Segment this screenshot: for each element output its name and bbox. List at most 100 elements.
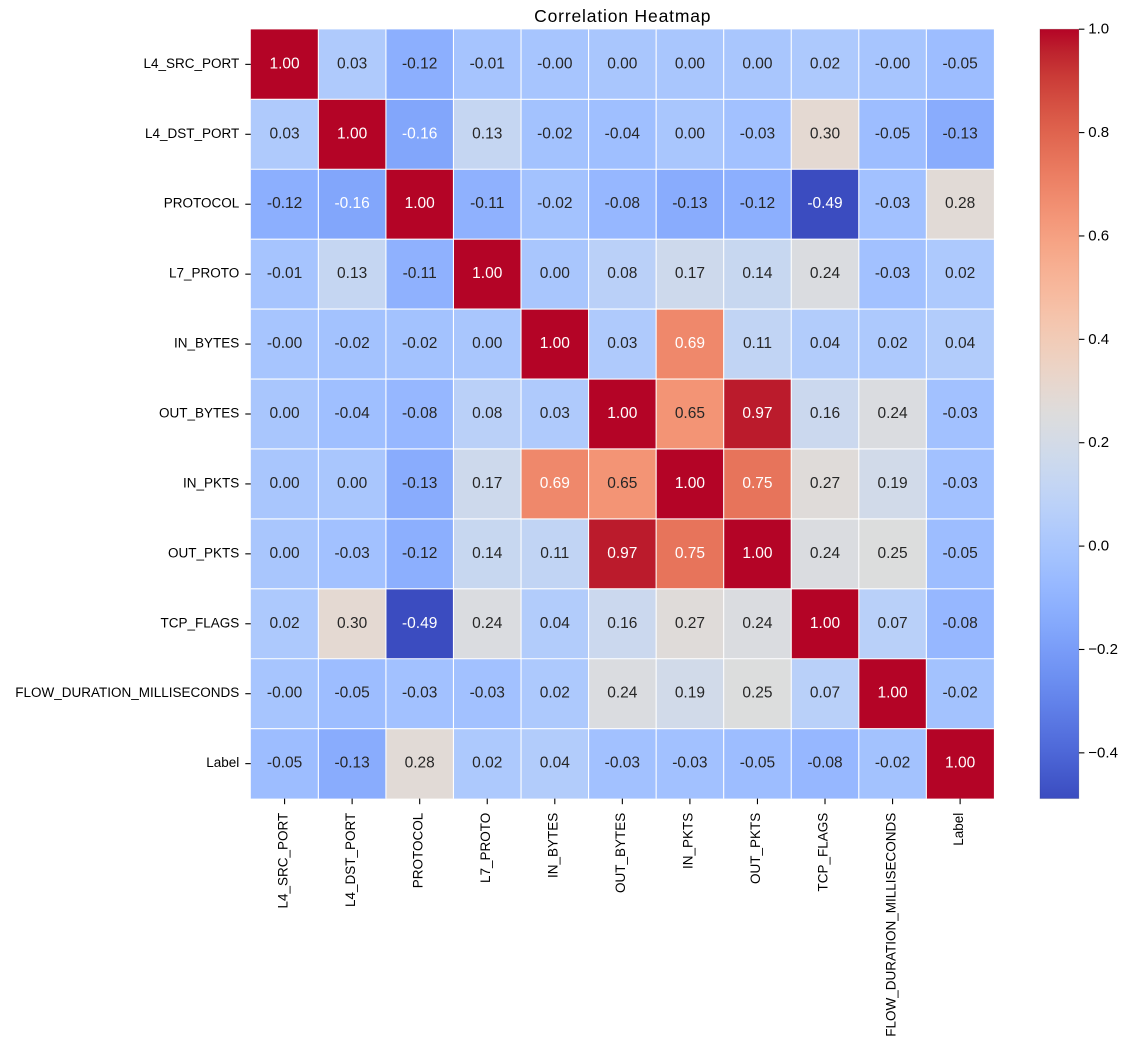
svg-text:-0.16: -0.16 bbox=[402, 125, 437, 142]
svg-text:0.75: 0.75 bbox=[675, 545, 705, 562]
svg-text:0.97: 0.97 bbox=[742, 405, 772, 422]
svg-text:1.00: 1.00 bbox=[540, 335, 571, 352]
svg-text:−0.4: −0.4 bbox=[1088, 744, 1118, 761]
svg-text:0.02: 0.02 bbox=[472, 755, 502, 772]
svg-text:-0.12: -0.12 bbox=[402, 545, 437, 562]
svg-text:0.03: 0.03 bbox=[269, 125, 299, 142]
svg-text:-0.49: -0.49 bbox=[402, 615, 437, 632]
svg-text:0.17: 0.17 bbox=[472, 475, 502, 492]
svg-text:-0.12: -0.12 bbox=[740, 195, 775, 212]
svg-text:-0.11: -0.11 bbox=[403, 265, 437, 282]
svg-text:0.04: 0.04 bbox=[810, 335, 841, 352]
svg-text:0.30: 0.30 bbox=[337, 615, 368, 632]
svg-text:0.0: 0.0 bbox=[1088, 538, 1109, 555]
svg-text:L7_PROTO: L7_PROTO bbox=[169, 266, 239, 281]
svg-text:1.00: 1.00 bbox=[607, 405, 638, 422]
svg-text:-0.01: -0.01 bbox=[267, 265, 302, 282]
svg-text:0.00: 0.00 bbox=[337, 475, 368, 492]
svg-text:-0.03: -0.03 bbox=[470, 685, 505, 702]
svg-text:-0.03: -0.03 bbox=[605, 755, 640, 772]
svg-text:0.25: 0.25 bbox=[742, 685, 772, 702]
svg-text:-0.16: -0.16 bbox=[334, 195, 369, 212]
svg-text:-0.03: -0.03 bbox=[672, 755, 707, 772]
svg-text:-0.49: -0.49 bbox=[807, 195, 842, 212]
svg-text:-0.03: -0.03 bbox=[402, 685, 437, 702]
svg-text:L4_DST_PORT: L4_DST_PORT bbox=[145, 126, 239, 141]
svg-text:-0.13: -0.13 bbox=[672, 195, 707, 212]
svg-text:PROTOCOL: PROTOCOL bbox=[164, 196, 240, 211]
svg-text:0.14: 0.14 bbox=[742, 265, 773, 282]
svg-text:IN_BYTES: IN_BYTES bbox=[546, 813, 561, 878]
svg-text:L4_DST_PORT: L4_DST_PORT bbox=[343, 813, 358, 907]
svg-text:-0.02: -0.02 bbox=[537, 125, 572, 142]
svg-text:0.97: 0.97 bbox=[607, 545, 637, 562]
svg-text:0.00: 0.00 bbox=[269, 545, 300, 562]
svg-text:0.02: 0.02 bbox=[269, 615, 299, 632]
svg-text:0.02: 0.02 bbox=[810, 55, 840, 72]
svg-text:0.04: 0.04 bbox=[540, 755, 571, 772]
svg-text:L4_SRC_PORT: L4_SRC_PORT bbox=[144, 56, 240, 71]
svg-text:TCP_FLAGS: TCP_FLAGS bbox=[161, 615, 240, 630]
svg-text:-0.05: -0.05 bbox=[267, 755, 302, 772]
svg-text:0.00: 0.00 bbox=[269, 475, 300, 492]
svg-text:0.27: 0.27 bbox=[810, 475, 840, 492]
svg-text:-0.05: -0.05 bbox=[942, 545, 977, 562]
svg-text:IN_PKTS: IN_PKTS bbox=[183, 475, 239, 490]
svg-text:0.65: 0.65 bbox=[675, 405, 705, 422]
svg-text:0.24: 0.24 bbox=[742, 615, 773, 632]
svg-text:0.07: 0.07 bbox=[810, 685, 840, 702]
svg-text:-0.12: -0.12 bbox=[402, 55, 437, 72]
svg-text:-0.03: -0.03 bbox=[334, 545, 369, 562]
svg-text:0.30: 0.30 bbox=[810, 125, 841, 142]
svg-text:0.6: 0.6 bbox=[1088, 227, 1109, 244]
svg-text:1.0: 1.0 bbox=[1088, 21, 1109, 38]
svg-text:0.69: 0.69 bbox=[540, 475, 570, 492]
svg-text:0.00: 0.00 bbox=[269, 405, 300, 422]
svg-text:-0.11: -0.11 bbox=[470, 195, 504, 212]
svg-text:0.16: 0.16 bbox=[607, 615, 637, 632]
svg-text:-0.08: -0.08 bbox=[807, 755, 842, 772]
svg-text:0.00: 0.00 bbox=[675, 55, 706, 72]
svg-text:1.00: 1.00 bbox=[945, 755, 976, 772]
svg-text:Correlation Heatmap: Correlation Heatmap bbox=[534, 6, 711, 26]
svg-text:0.2: 0.2 bbox=[1088, 434, 1109, 451]
svg-text:0.02: 0.02 bbox=[945, 265, 975, 282]
svg-text:-0.04: -0.04 bbox=[334, 405, 370, 422]
svg-text:-0.02: -0.02 bbox=[537, 195, 572, 212]
svg-text:L7_PROTO: L7_PROTO bbox=[478, 813, 493, 883]
svg-text:-0.01: -0.01 bbox=[470, 55, 505, 72]
svg-text:0.02: 0.02 bbox=[877, 335, 907, 352]
svg-text:PROTOCOL: PROTOCOL bbox=[410, 812, 425, 888]
svg-text:0.14: 0.14 bbox=[472, 545, 503, 562]
svg-text:0.65: 0.65 bbox=[607, 475, 637, 492]
svg-text:-0.03: -0.03 bbox=[875, 265, 910, 282]
svg-text:Label: Label bbox=[951, 813, 966, 846]
svg-text:1.00: 1.00 bbox=[472, 265, 503, 282]
svg-text:0.24: 0.24 bbox=[472, 615, 503, 632]
svg-text:1.00: 1.00 bbox=[742, 545, 773, 562]
svg-text:-0.00: -0.00 bbox=[267, 335, 303, 352]
svg-text:1.00: 1.00 bbox=[675, 475, 706, 492]
svg-text:0.24: 0.24 bbox=[877, 405, 908, 422]
svg-text:-0.05: -0.05 bbox=[875, 125, 910, 142]
svg-text:0.75: 0.75 bbox=[742, 475, 772, 492]
svg-text:−0.2: −0.2 bbox=[1088, 641, 1118, 658]
svg-text:-0.02: -0.02 bbox=[875, 755, 910, 772]
svg-text:0.03: 0.03 bbox=[540, 405, 570, 422]
svg-text:0.8: 0.8 bbox=[1088, 124, 1109, 141]
svg-text:1.00: 1.00 bbox=[877, 685, 908, 702]
svg-text:FLOW_DURATION_MILLISECONDS: FLOW_DURATION_MILLISECONDS bbox=[15, 685, 239, 700]
svg-text:0.4: 0.4 bbox=[1088, 331, 1109, 348]
svg-text:0.27: 0.27 bbox=[675, 615, 705, 632]
svg-text:0.04: 0.04 bbox=[540, 615, 571, 632]
svg-text:-0.03: -0.03 bbox=[875, 195, 910, 212]
svg-text:0.19: 0.19 bbox=[675, 685, 705, 702]
svg-text:0.04: 0.04 bbox=[945, 335, 976, 352]
svg-text:TCP_FLAGS: TCP_FLAGS bbox=[816, 813, 831, 892]
svg-text:0.00: 0.00 bbox=[540, 265, 571, 282]
svg-text:1.00: 1.00 bbox=[405, 195, 436, 212]
svg-text:-0.13: -0.13 bbox=[402, 475, 437, 492]
svg-text:-0.00: -0.00 bbox=[267, 685, 303, 702]
svg-text:-0.03: -0.03 bbox=[740, 125, 775, 142]
svg-text:0.00: 0.00 bbox=[675, 125, 706, 142]
